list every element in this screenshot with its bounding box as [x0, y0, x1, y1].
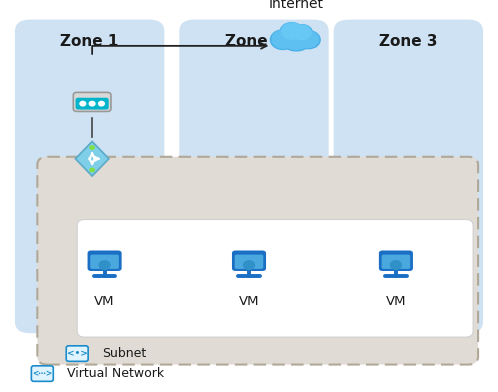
Text: VM: VM	[385, 295, 406, 309]
FancyBboxPatch shape	[77, 220, 473, 337]
Circle shape	[292, 25, 312, 41]
Text: Zone 1: Zone 1	[60, 34, 119, 49]
Circle shape	[281, 23, 302, 39]
Circle shape	[281, 26, 311, 49]
FancyBboxPatch shape	[179, 20, 329, 333]
FancyBboxPatch shape	[235, 255, 263, 269]
Text: <⋯>: <⋯>	[32, 369, 52, 378]
Text: Subnet: Subnet	[102, 347, 146, 360]
Circle shape	[99, 261, 110, 269]
Circle shape	[80, 102, 86, 106]
Circle shape	[90, 168, 94, 172]
FancyBboxPatch shape	[379, 250, 413, 271]
Circle shape	[270, 30, 295, 49]
Text: VM: VM	[239, 295, 259, 309]
FancyBboxPatch shape	[31, 366, 53, 381]
FancyBboxPatch shape	[66, 346, 88, 361]
FancyBboxPatch shape	[15, 20, 164, 333]
Circle shape	[292, 25, 311, 40]
Circle shape	[89, 102, 95, 106]
Circle shape	[390, 261, 401, 269]
Circle shape	[298, 31, 319, 47]
Circle shape	[99, 102, 104, 106]
Text: VM: VM	[94, 295, 115, 309]
Text: <•>: <•>	[67, 349, 88, 358]
Text: Virtual Network: Virtual Network	[67, 367, 164, 380]
Circle shape	[244, 261, 254, 269]
Text: Internet: Internet	[269, 0, 324, 11]
FancyBboxPatch shape	[73, 93, 111, 111]
Text: Zone 2: Zone 2	[225, 34, 283, 49]
FancyBboxPatch shape	[90, 255, 119, 269]
FancyBboxPatch shape	[88, 250, 122, 271]
FancyBboxPatch shape	[232, 250, 266, 271]
Circle shape	[297, 31, 320, 49]
Circle shape	[280, 25, 312, 51]
FancyBboxPatch shape	[334, 20, 483, 333]
Polygon shape	[75, 142, 109, 176]
Circle shape	[280, 23, 303, 40]
FancyBboxPatch shape	[381, 255, 410, 269]
Circle shape	[90, 146, 94, 149]
Circle shape	[272, 30, 295, 48]
FancyBboxPatch shape	[76, 98, 109, 109]
FancyBboxPatch shape	[37, 157, 478, 365]
Text: Zone 3: Zone 3	[379, 34, 438, 49]
